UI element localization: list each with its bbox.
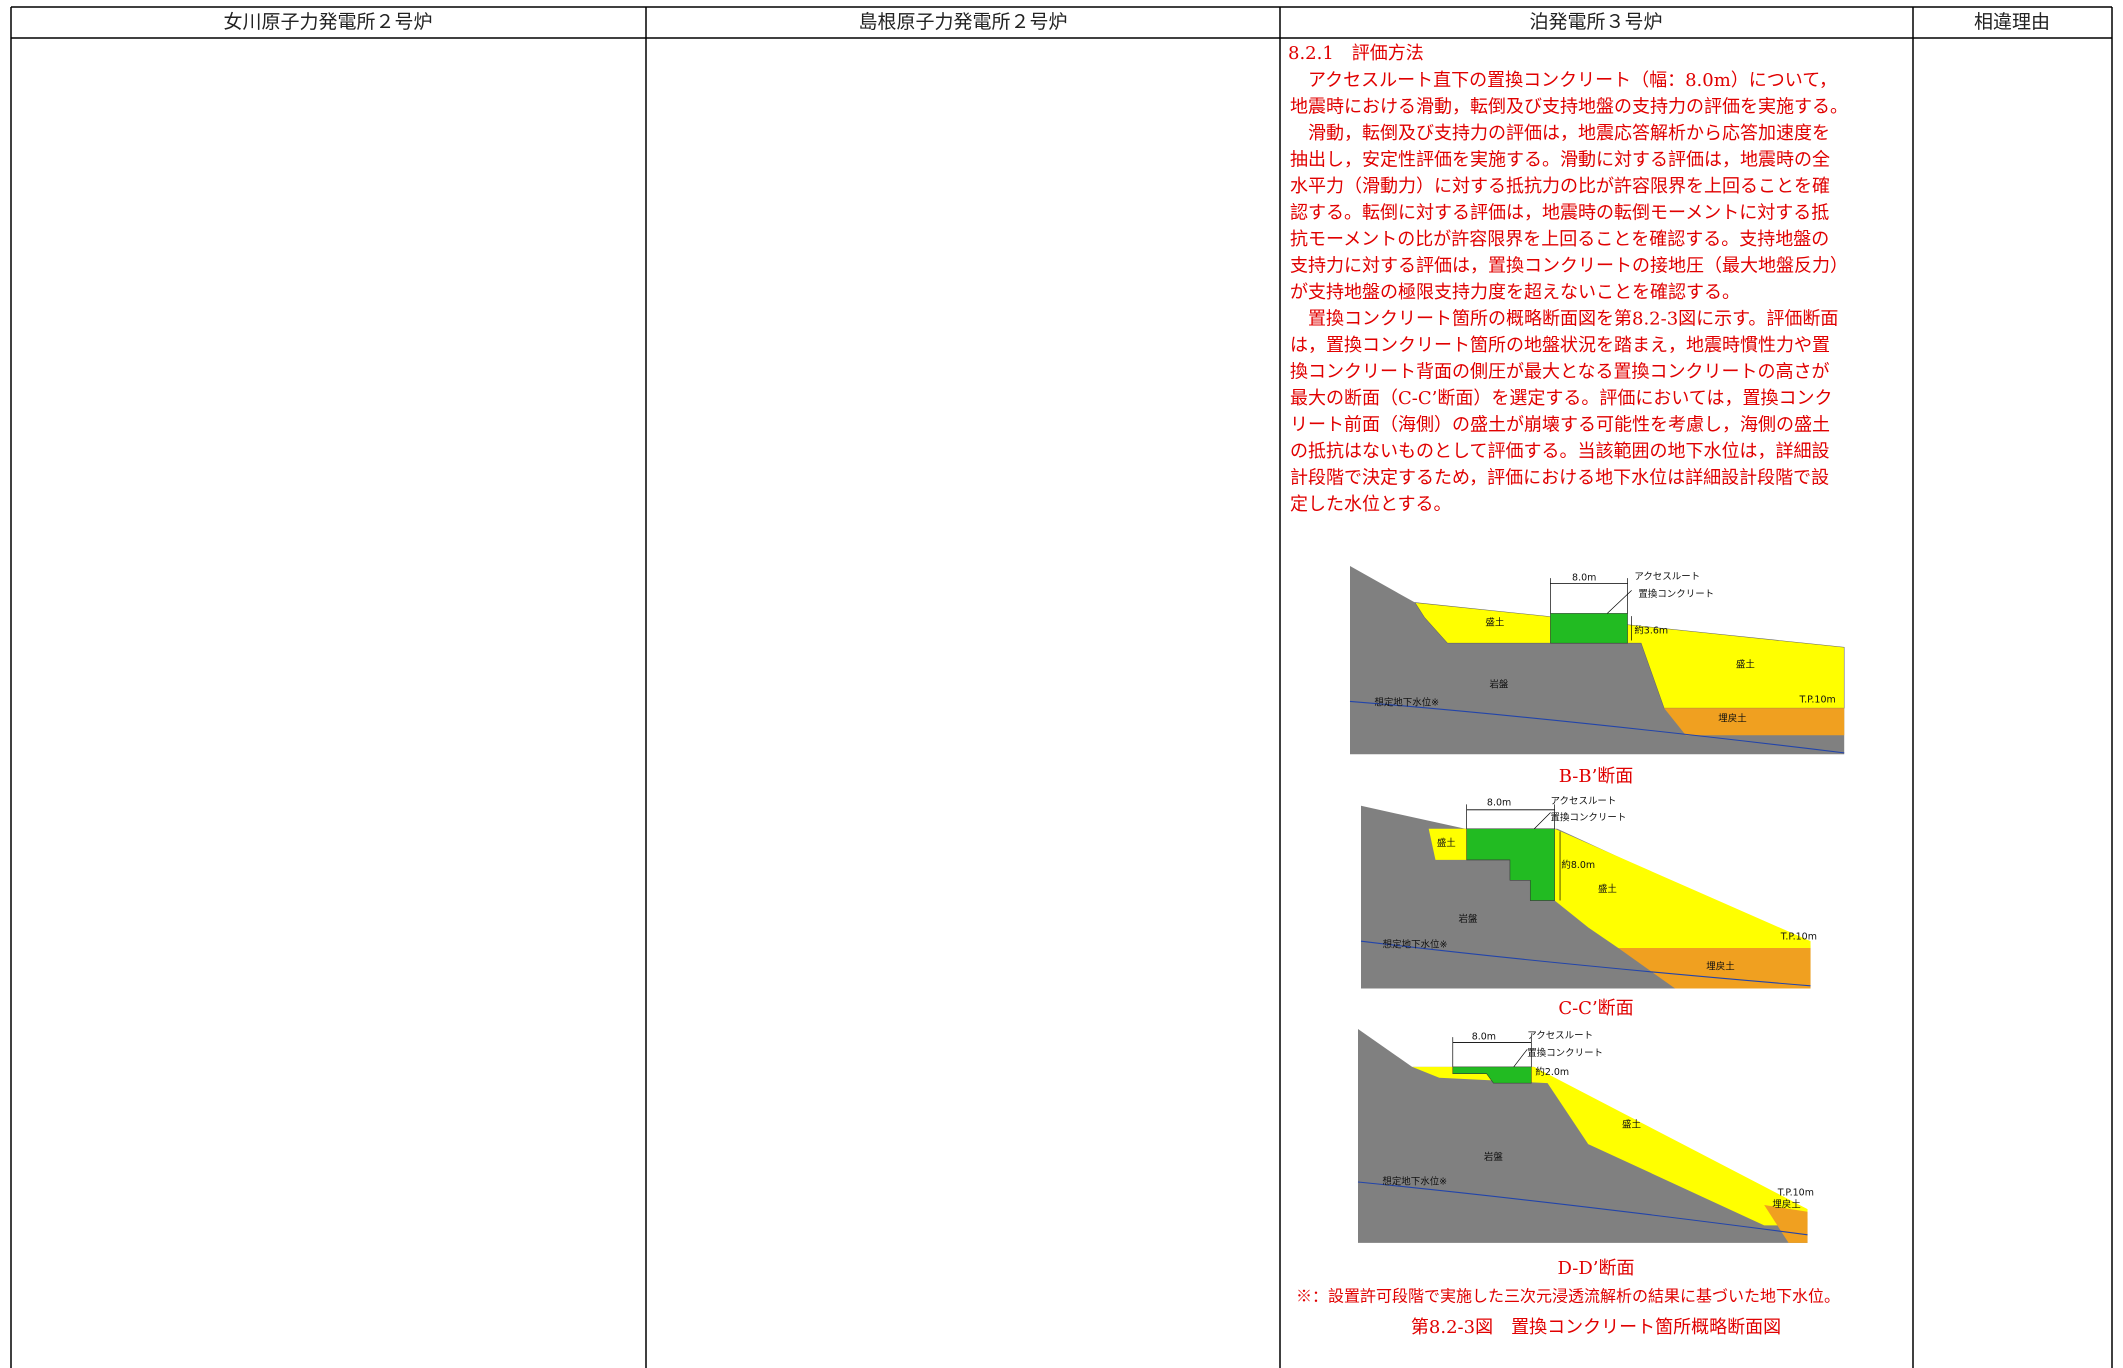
diagram-label: 約8.0m bbox=[1561, 859, 1595, 871]
figure-note: ※：設置許可段階で実施した三次元浸透流解析の結果に基づいた地下水位。 bbox=[1296, 1287, 1840, 1306]
paragraph-line: 地震時における滑動，転倒及び支持地盤の支持力の評価を実施する。 bbox=[1290, 97, 1848, 118]
diagram-label: 8.0m bbox=[1487, 798, 1511, 809]
diagram-label: T.P.10m bbox=[1780, 932, 1817, 943]
diagram-label: 8.0m bbox=[1572, 573, 1596, 584]
diagram-label: 埋戻土 bbox=[1772, 1199, 1800, 1211]
diagram-label: 置換コンクリート bbox=[1638, 588, 1714, 600]
figure-title: 第8.2-3図 置換コンクリート箇所概略断面図 bbox=[1411, 1317, 1781, 1338]
diagram-label: 想定地下水位※ bbox=[1382, 1176, 1447, 1188]
paragraph-line: の抵抗はないものとして評価する。当該範囲の地下水位は，詳細設 bbox=[1290, 441, 1829, 462]
paragraph-line: 滑動，転倒及び支持力の評価は，地震応答解析から応答加速度を bbox=[1290, 123, 1830, 144]
diagram-label: 盛土 bbox=[1598, 883, 1617, 895]
diagram-label: 岩盤 bbox=[1489, 679, 1508, 691]
diagram-label: 約3.6m bbox=[1634, 624, 1668, 636]
diagram-label: 盛土 bbox=[1485, 616, 1504, 628]
column-header: 相違理由 bbox=[1974, 11, 2050, 33]
paragraph-line: 抗モーメントの比が許容限界を上回ることを確認する。支持地盤の bbox=[1290, 229, 1829, 250]
diagram-label: アクセスルート bbox=[1527, 1030, 1593, 1041]
diagram-label: 想定地下水位※ bbox=[1374, 696, 1439, 708]
section-heading: 8.2.1 評価方法 bbox=[1288, 43, 1424, 64]
diagram-label: 約2.0m bbox=[1535, 1066, 1569, 1078]
paragraph-line: 認する。転倒に対する評価は，地震時の転倒モーメントに対する抵 bbox=[1290, 203, 1829, 224]
paragraph-line: が支持地盤の極限支持力度を超えないことを確認する。 bbox=[1290, 282, 1740, 303]
paragraph-line: リート前面（海側）の盛土が崩壊する可能性を考慮し，海側の盛土 bbox=[1290, 415, 1830, 436]
diagram-label: アクセスルート bbox=[1551, 796, 1617, 807]
column-header: 泊発電所３号炉 bbox=[1529, 11, 1662, 33]
diagram-label: 岩盤 bbox=[1484, 1151, 1503, 1163]
paragraph-line: 置換コンクリート箇所の概略断面図を第8.2-3図に示す。評価断面 bbox=[1290, 309, 1838, 330]
diagram-label: 岩盤 bbox=[1458, 913, 1477, 925]
paragraph-line: 水平力（滑動力）に対する抵抗力の比が許容限界を上回ることを確 bbox=[1290, 176, 1830, 197]
figure-caption: D-D’断面 bbox=[1557, 1258, 1634, 1279]
paragraph-line: アクセスルート直下の置換コンクリート（幅：8.0m）について， bbox=[1290, 70, 1837, 91]
diagram-label: アクセスルート bbox=[1634, 571, 1700, 582]
column-header: 島根原子力発電所２号炉 bbox=[858, 11, 1067, 33]
paragraph-line: 抽出し，安定性評価を実施する。滑動に対する評価は，地震時の全 bbox=[1290, 150, 1830, 171]
paragraph-line: は，置換コンクリート箇所の地盤状況を踏まえ，地震時慣性力や置 bbox=[1290, 335, 1830, 356]
paragraph-line: 支持力に対する評価は，置換コンクリートの接地圧（最大地盤反力） bbox=[1290, 256, 1848, 277]
diagram-label: 想定地下水位※ bbox=[1383, 939, 1448, 951]
diagram-label: T.P.10m bbox=[1777, 1187, 1814, 1198]
diagram-label: T.P.10m bbox=[1799, 695, 1836, 706]
diagram-label: 盛土 bbox=[1437, 837, 1456, 849]
cross-section: 8.0m アクセスルート置換コンクリート盛土約8.0m盛土岩盤想定地下水位※T.P… bbox=[1360, 796, 1817, 989]
figure-caption: B-B’断面 bbox=[1559, 766, 1634, 787]
diagram-label: 置換コンクリート bbox=[1527, 1047, 1603, 1059]
diagram-label: 8.0m bbox=[1472, 1032, 1496, 1043]
diagram-label: 埋戻土 bbox=[1718, 713, 1746, 725]
paragraph-line: 計段階で決定するため，評価における地下水位は詳細設計段階で設 bbox=[1290, 468, 1829, 489]
paragraph-line: 換コンクリート背面の側圧が最大となる置換コンクリートの高さが bbox=[1290, 362, 1829, 383]
paragraph-line: 定した水位とする。 bbox=[1290, 494, 1451, 515]
paragraph-line: 最大の断面（C-C’断面）を選定する。評価においては，置換コンク bbox=[1290, 388, 1832, 409]
diagram-label: 置換コンクリート bbox=[1551, 811, 1627, 823]
figure-caption: C-C’断面 bbox=[1558, 998, 1633, 1019]
diagram-label: 盛土 bbox=[1736, 658, 1755, 670]
column-header: 女川原子力発電所２号炉 bbox=[223, 11, 432, 33]
diagram-label: 埋戻土 bbox=[1706, 960, 1734, 972]
diagram-label: 盛土 bbox=[1622, 1119, 1641, 1131]
